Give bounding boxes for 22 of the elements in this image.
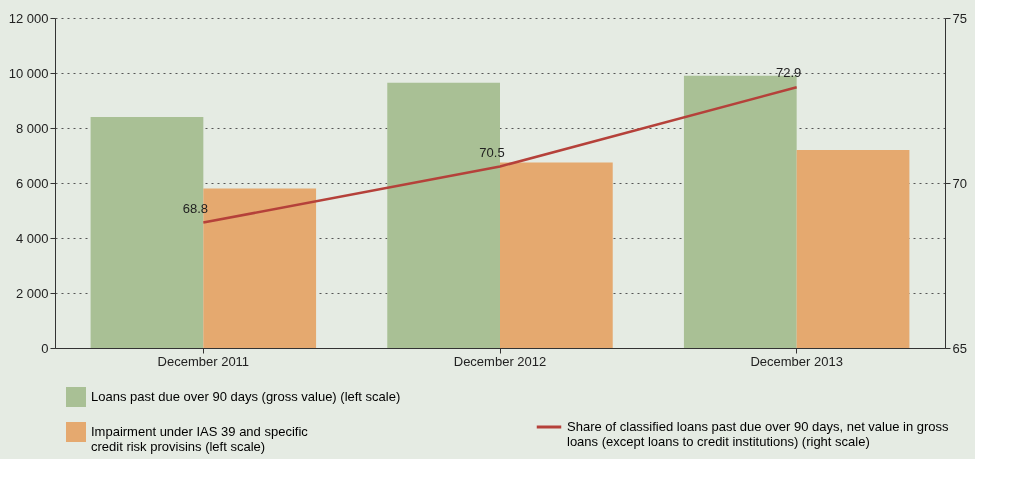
y2-tick-label: 65: [952, 340, 967, 356]
y2-tick-label: 70: [952, 175, 967, 191]
y-tick-label: 2 000: [15, 285, 49, 301]
x-tick-label: December 2012: [453, 353, 547, 369]
bar: [500, 162, 613, 348]
data-label: 72.9: [776, 65, 802, 81]
y-tick-label: 8 000: [15, 120, 49, 136]
x-tick-label: December 2013: [750, 353, 843, 369]
y-tick-label: 12 000: [8, 10, 49, 26]
data-label: 70.5: [479, 144, 505, 160]
data-label: 68.8: [182, 200, 208, 216]
y-tick-label: 6 000: [15, 175, 49, 191]
legend-label: Share of classified loans past due over 90 days, net value in gross loans (except loans to credit institutions) (right scale): [567, 419, 950, 449]
bar: [683, 75, 797, 348]
y-tick-label: 10 000: [8, 65, 49, 81]
x-tick-label: December 2011: [157, 353, 250, 369]
legend-label: Impairment under IAS 39 and specific credit risk provisins (left scale): [91, 424, 309, 454]
legend-label: Loans past due over 90 days (gross value) (left scale): [91, 389, 401, 404]
y-tick-label: 4 000: [15, 230, 49, 246]
y2-tick-label: 75: [952, 10, 967, 26]
bar: [796, 150, 910, 348]
y-tick-label: 0: [41, 340, 49, 356]
